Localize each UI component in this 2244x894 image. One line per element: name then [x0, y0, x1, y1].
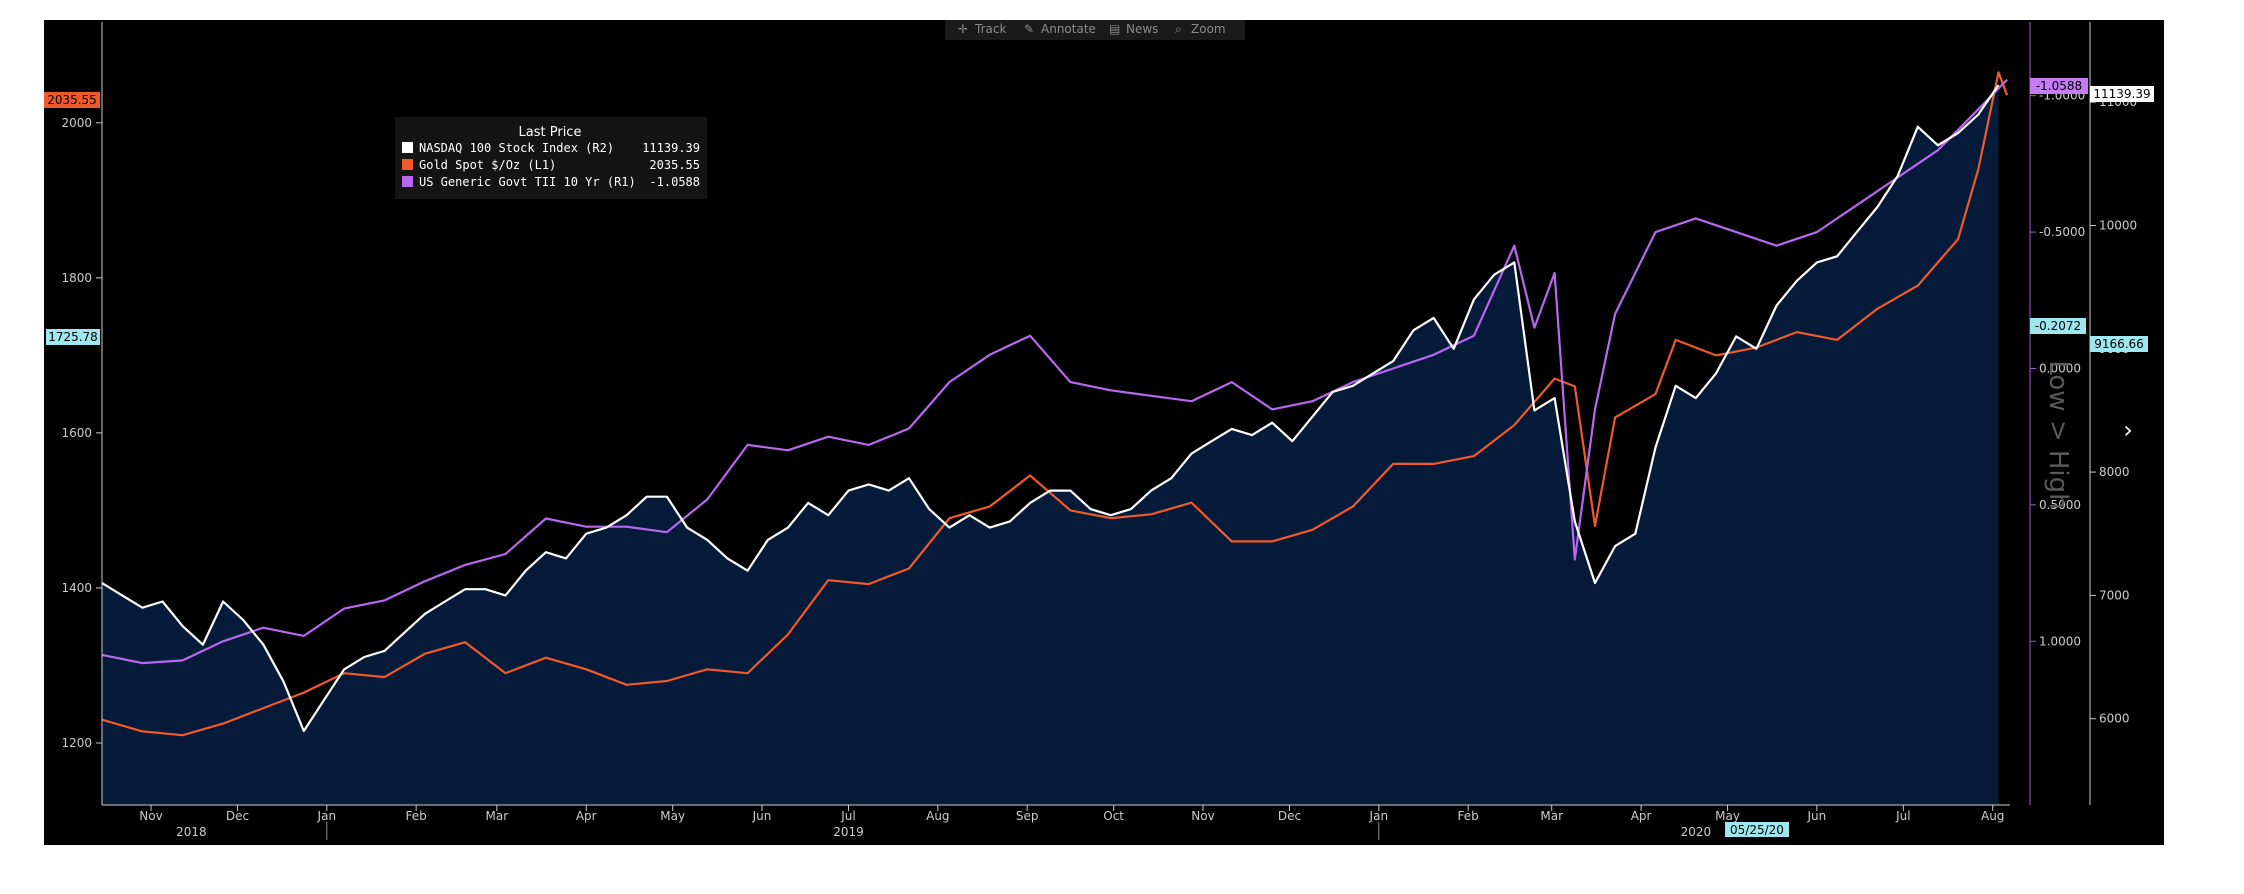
legend-swatch	[402, 176, 413, 187]
legend-swatch	[402, 142, 413, 153]
svg-text:11139.39: 11139.39	[2093, 87, 2150, 101]
tii-last-price-badge: -1.0588	[2030, 78, 2088, 94]
nasdaq-fill-layer	[102, 85, 1999, 805]
series-line-1[interactable]	[101, 71, 2009, 737]
x-month-label: Sep	[1016, 809, 1039, 823]
nasdaq-cursor-badge: 9166.66	[2090, 336, 2148, 352]
l1-tick-label: 1400	[61, 581, 92, 595]
x-month-label: Aug	[926, 809, 949, 823]
l1-tick-label: 1600	[61, 426, 92, 440]
legend-swatch	[402, 159, 413, 170]
legend-entry-label: NASDAQ 100 Stock Index (R2)	[419, 141, 614, 155]
series-line-2[interactable]	[101, 78, 2008, 665]
x-month-label: Mar	[1540, 809, 1563, 823]
r2-tick-label: 10000	[2099, 218, 2137, 232]
nasdaq-last-price-badge: 11139.39	[2090, 86, 2154, 102]
r1-tick-label: 0.0000	[2039, 361, 2081, 375]
x-month-label: Apr	[576, 809, 597, 823]
legend-entry-value: 2035.55	[649, 158, 700, 172]
legend-title: Last Price	[519, 125, 582, 140]
sort-low-high-label: Low > High	[2043, 360, 2073, 509]
x-month-label: Oct	[1103, 809, 1124, 823]
x-year-label: 2018	[176, 825, 207, 839]
x-month-label: Apr	[1631, 809, 1652, 823]
x-year-label: 2020	[1681, 825, 1712, 839]
legend-entry-value: -1.0588	[649, 175, 700, 189]
legend[interactable]: Last Price NASDAQ 100 Stock Index (R2) 1…	[395, 117, 707, 199]
gold-last-price-badge: 2035.55	[44, 92, 100, 108]
l1-axis-ticks: 1200 1400 1600 1800 2000	[61, 116, 102, 750]
x-axis-ticks: Nov Dec Jan Feb Mar Apr May Jun Jul Aug Sep Oct Nov D…	[139, 805, 2004, 840]
axis-badges: 2035.55 1725.78 -1.0588 -0.2072 11139.39…	[44, 78, 2154, 837]
tii-cursor-badge: -0.2072	[2030, 318, 2086, 334]
toolbar-item-annotate[interactable]: ✎ Annotate	[1024, 22, 1096, 36]
svg-text:-0.2072: -0.2072	[2035, 319, 2081, 333]
series-lines-layer	[101, 71, 2009, 737]
x-month-label: Jul	[1895, 809, 1910, 823]
svg-text:-1.0588: -1.0588	[2036, 79, 2082, 93]
toolbar-annotate-label: Annotate	[1041, 22, 1096, 36]
r2-tick-label: 7000	[2099, 588, 2130, 602]
x-month-label: Aug	[1981, 809, 2004, 823]
x-month-label: Nov	[1191, 809, 1214, 823]
toolbar: ✛ Track ✎ Annotate ▤ News ⌕ Zoom	[945, 20, 1245, 40]
x-month-label: Mar	[486, 809, 509, 823]
x-month-label: Jan	[317, 809, 337, 823]
chevron-right-icon[interactable]: ›	[2123, 416, 2133, 444]
svg-text:2035.55: 2035.55	[47, 93, 97, 107]
r1-tick-label: 0.5000	[2039, 498, 2081, 512]
legend-entry-tii[interactable]: US Generic Govt TII 10 Yr (R1) -1.0588	[402, 175, 700, 189]
x-month-label: Dec	[226, 809, 249, 823]
magnifier-icon: ⌕	[1175, 22, 1182, 36]
toolbar-zoom-label: Zoom	[1191, 22, 1226, 36]
x-month-label: Jun	[1807, 809, 1827, 823]
legend-entry-label: Gold Spot $/Oz (L1)	[419, 158, 556, 172]
l1-tick-label: 1800	[61, 271, 92, 285]
r2-tick-label: 6000	[2099, 712, 2130, 726]
r2-tick-label: 8000	[2099, 465, 2130, 479]
x-month-label: Jul	[840, 809, 855, 823]
side-panel[interactable]: Low > High ›	[2043, 360, 2133, 509]
series-area-0	[102, 85, 1999, 805]
x-month-label: May	[1715, 809, 1740, 823]
toolbar-item-news[interactable]: ▤ News	[1109, 22, 1158, 36]
x-year-label: 2019	[833, 825, 864, 839]
x-month-label: Nov	[139, 809, 162, 823]
svg-text:05/25/20: 05/25/20	[1730, 823, 1784, 837]
legend-box	[395, 117, 707, 199]
legend-entry-nasdaq[interactable]: NASDAQ 100 Stock Index (R2) 11139.39	[402, 141, 700, 155]
crosshair-icon: ✛	[958, 22, 968, 36]
x-month-label: Jan	[1369, 809, 1389, 823]
svg-text:9166.66: 9166.66	[2094, 337, 2144, 351]
series-line-0[interactable]	[101, 84, 2000, 733]
toolbar-item-track[interactable]: ✛ Track	[958, 22, 1006, 36]
news-icon: ▤	[1109, 22, 1120, 36]
legend-entry-value: 11139.39	[642, 141, 700, 155]
x-month-label: May	[660, 809, 685, 823]
l1-tick-label: 2000	[61, 116, 92, 130]
gold-cursor-badge: 1725.78	[46, 329, 100, 345]
l1-tick-label: 1200	[61, 736, 92, 750]
plot-area[interactable]	[101, 71, 2009, 805]
svg-text:1725.78: 1725.78	[48, 330, 98, 344]
date-cursor-badge: 05/25/20	[1725, 822, 1789, 837]
x-month-label: Feb	[1458, 809, 1479, 823]
legend-entry-gold[interactable]: Gold Spot $/Oz (L1) 2035.55	[402, 158, 700, 172]
toolbar-track-label: Track	[974, 22, 1006, 36]
toolbar-news-label: News	[1126, 22, 1158, 36]
r1-tick-label: 1.0000	[2039, 634, 2081, 648]
x-month-label: Jun	[752, 809, 772, 823]
pencil-icon: ✎	[1024, 22, 1034, 36]
toolbar-item-zoom[interactable]: ⌕ Zoom	[1175, 22, 1226, 36]
x-month-label: Feb	[406, 809, 427, 823]
x-month-label: Dec	[1278, 809, 1301, 823]
legend-entry-label: US Generic Govt TII 10 Yr (R1)	[419, 175, 636, 189]
r1-tick-label: -0.5000	[2039, 225, 2085, 239]
